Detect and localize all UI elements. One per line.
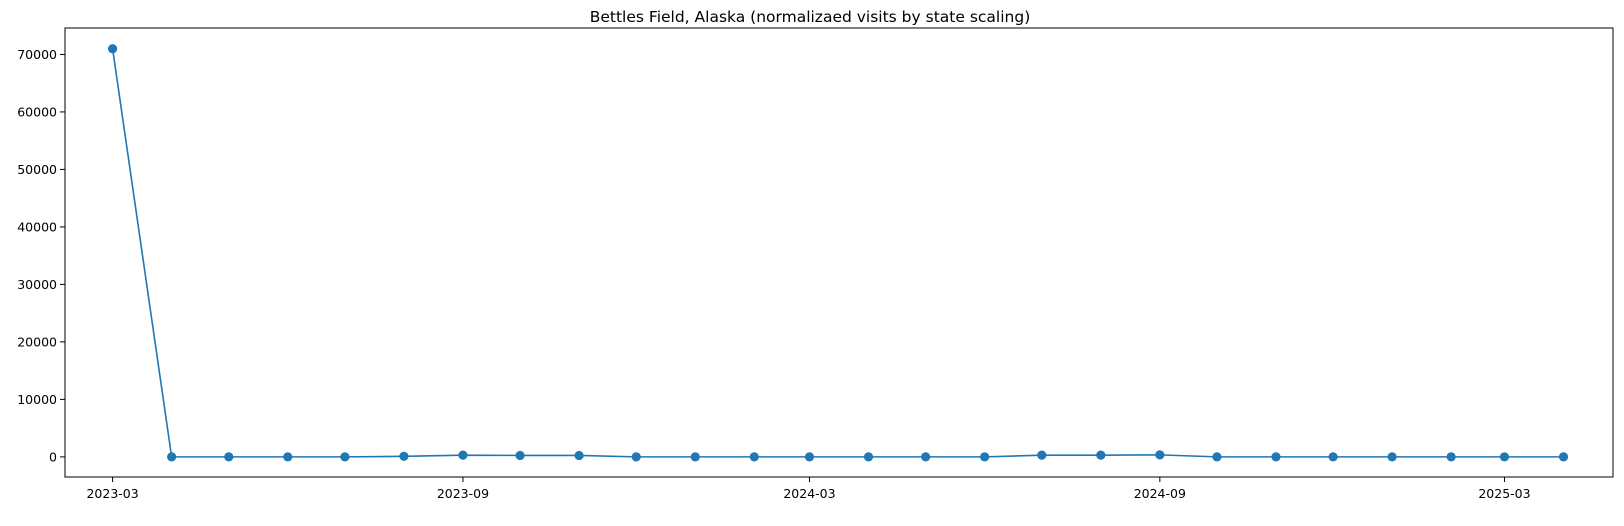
y-tick-label: 0 — [49, 449, 57, 464]
data-point — [1328, 452, 1338, 462]
y-tick-label: 20000 — [17, 334, 57, 349]
data-point — [515, 450, 525, 461]
data-point — [1155, 450, 1165, 460]
data-point — [340, 452, 350, 462]
data-point — [1212, 452, 1222, 462]
data-point — [863, 452, 874, 462]
data-point — [224, 452, 234, 462]
data-point — [1558, 452, 1569, 462]
data-point — [399, 451, 409, 461]
plot-frame — [64, 27, 1614, 478]
y-tick-label: 40000 — [17, 219, 57, 234]
x-tick-label: 2025-03 — [1478, 486, 1530, 501]
data-point — [804, 452, 815, 462]
data-point — [108, 44, 118, 54]
x-tick-label: 2024-09 — [1134, 486, 1186, 501]
x-axis: 2023-03 2023-09 2024-03 2024-09 2025-03 — [86, 477, 1531, 501]
data-point — [1037, 450, 1047, 460]
data-point — [283, 452, 293, 462]
data-point — [167, 452, 177, 462]
y-axis: 0 10000 20000 30000 40000 50000 60000 70000 — [17, 47, 65, 464]
series-line — [111, 48, 1564, 458]
data-point — [749, 452, 759, 462]
y-tick-label: 50000 — [17, 162, 57, 177]
chart-title: Bettles Field, Alaska (normalizaed visit… — [590, 8, 1031, 26]
x-tick-label: 2023-09 — [437, 486, 489, 501]
data-point — [1387, 452, 1397, 462]
data-point — [980, 452, 990, 462]
data-point — [1499, 452, 1510, 462]
y-tick-label: 60000 — [17, 104, 57, 119]
data-point — [690, 452, 700, 462]
data-point — [1271, 452, 1281, 462]
series-layer — [108, 44, 1569, 462]
y-tick-label: 30000 — [17, 277, 57, 292]
data-point — [458, 450, 468, 460]
data-point — [574, 450, 584, 461]
x-tick-label: 2024-03 — [783, 486, 835, 501]
y-tick-label: 10000 — [17, 392, 57, 407]
x-tick-label: 2023-03 — [86, 486, 138, 501]
y-tick-label: 70000 — [17, 47, 57, 62]
data-point — [631, 452, 641, 462]
data-point — [1446, 452, 1456, 462]
data-point — [921, 452, 931, 462]
data-point — [1096, 450, 1106, 460]
